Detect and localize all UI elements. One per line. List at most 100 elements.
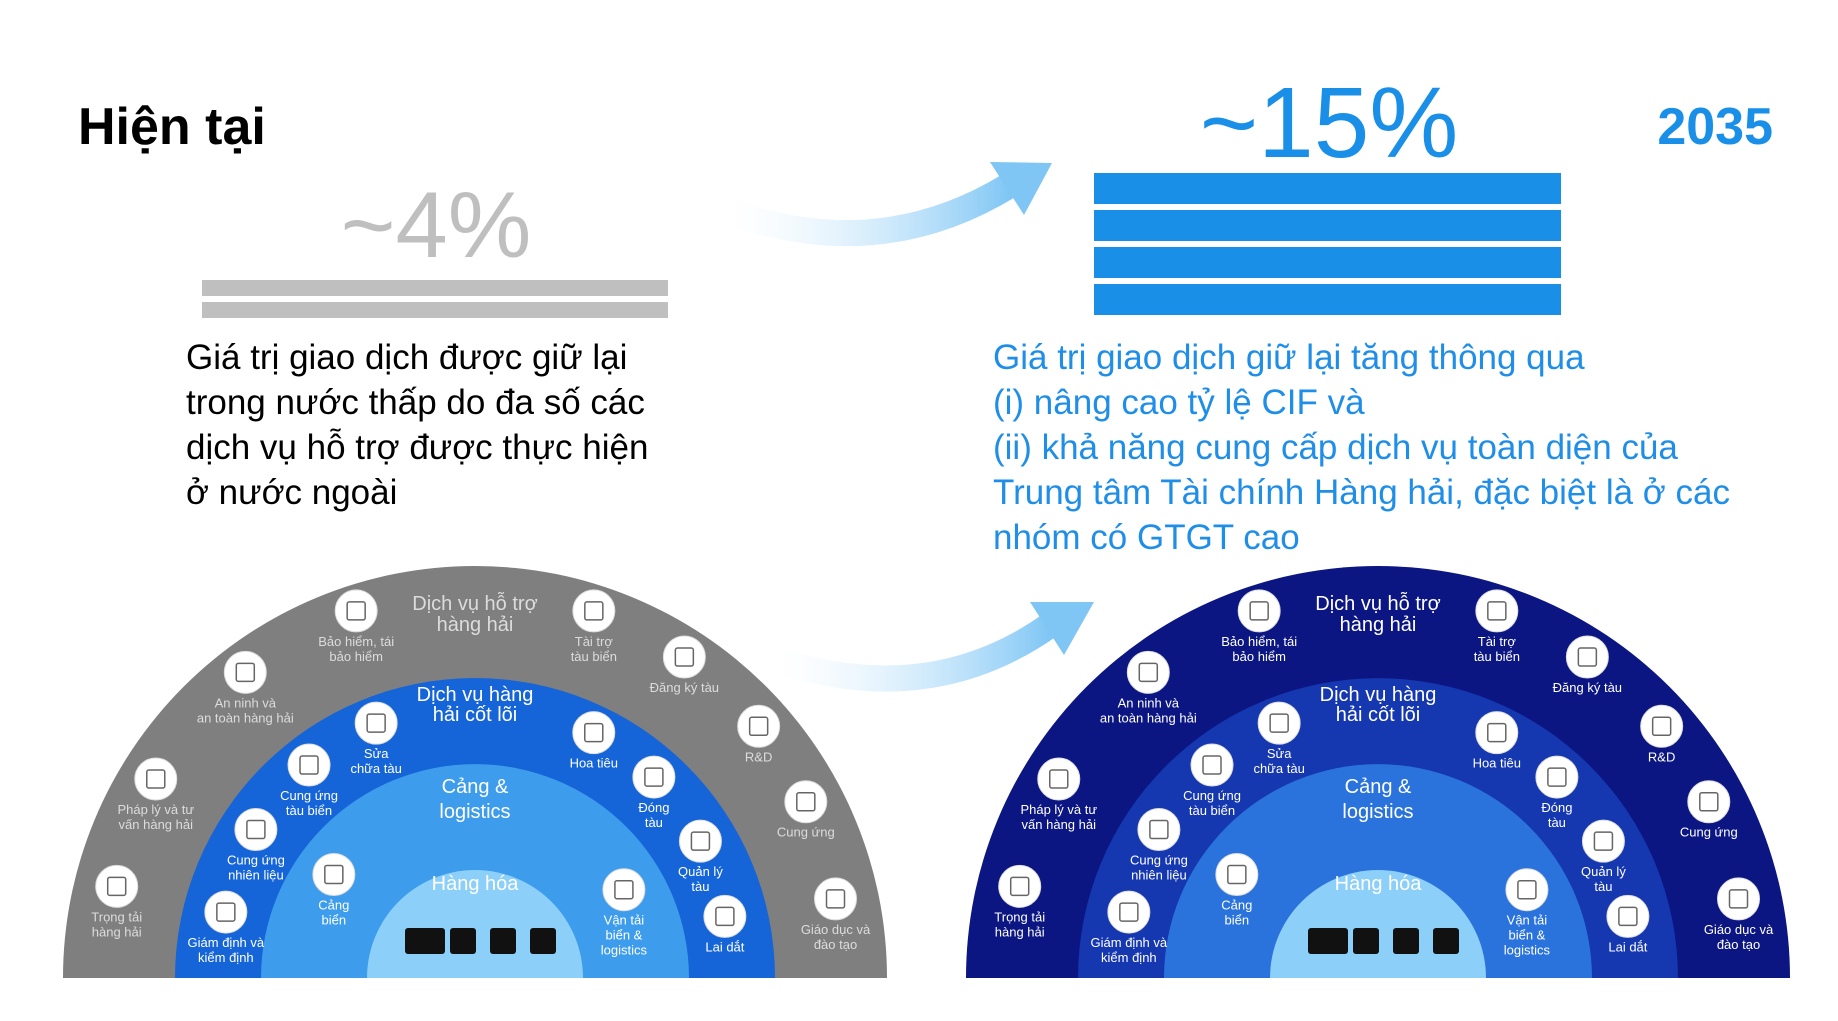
- cargo-icons: [405, 928, 556, 954]
- item-icon: [1581, 819, 1625, 863]
- item-icon-glyph: [1138, 662, 1159, 683]
- target-description: (i) nâng cao tỷ lệ CIF và: [993, 383, 1365, 422]
- item-label: vấn hàng hải: [119, 817, 194, 832]
- item-icon: [572, 589, 616, 633]
- item-icon: [1137, 808, 1181, 851]
- item-icon-glyph: [1618, 906, 1638, 927]
- item-icon: [678, 819, 722, 863]
- item-icon: [223, 650, 267, 694]
- item-label: Trọng tải: [994, 909, 1045, 924]
- cargo-icon: [530, 928, 556, 954]
- item-icon: [1257, 701, 1301, 745]
- item-label: R&D: [745, 749, 772, 764]
- item-icon-glyph: [1487, 601, 1507, 621]
- item-label: an toàn hàng hải: [197, 710, 294, 725]
- item-label: Cung ứng: [777, 825, 835, 840]
- item-label: đào tạo: [1717, 937, 1760, 952]
- item-icon: [204, 890, 248, 934]
- item-label: nhiên liệu: [228, 868, 284, 883]
- item-label: tàu biển: [1474, 649, 1520, 664]
- item-icon: [1237, 589, 1281, 633]
- item-label: Đóng: [1541, 800, 1572, 815]
- item-icon-glyph: [796, 791, 816, 812]
- item-label: tàu: [645, 815, 663, 830]
- item-label: tàu: [691, 879, 709, 894]
- item-icon: [134, 757, 178, 801]
- item-icon-glyph: [1119, 902, 1139, 922]
- item-label: Giáo dục và: [1704, 922, 1774, 937]
- item-label: An ninh và: [215, 695, 277, 710]
- ring-title: Dịch vụ hỗ trợ: [1315, 592, 1440, 615]
- item-icon: [1565, 635, 1609, 679]
- item-label: Quản lý: [1581, 864, 1626, 879]
- item-icon-glyph: [346, 601, 366, 621]
- current-description: Giá trị giao dịch được giữ lại: [186, 338, 627, 377]
- item-icon: [1640, 704, 1684, 748]
- item-label: biển: [322, 913, 347, 928]
- item-label: Trọng tải: [91, 909, 142, 924]
- share-bar: [1094, 173, 1561, 204]
- item-icon: [1535, 755, 1579, 799]
- item-label: kiểm định: [1101, 950, 1157, 965]
- item-label: bảo hiểm: [329, 649, 382, 664]
- item-label: Vận tải: [1507, 913, 1548, 928]
- item-label: logistics: [601, 943, 648, 958]
- current-title: Hiện tại: [78, 98, 266, 156]
- item-label: tàu biển: [1189, 803, 1235, 818]
- item-icon-glyph: [1269, 713, 1289, 733]
- arrow-head: [1030, 602, 1094, 655]
- ring-title: hàng hải: [1340, 614, 1417, 636]
- arrow-head: [990, 162, 1052, 215]
- item-icon-glyph: [825, 889, 846, 909]
- item-label: Tài trợ: [1478, 634, 1517, 649]
- item-icon-glyph: [1728, 889, 1749, 909]
- arrow: [772, 614, 1058, 692]
- paragraphs: Giá trị giao dịch được giữ lại trong nước…: [186, 338, 1730, 557]
- item-label: hàng hải: [995, 924, 1045, 939]
- item-icon-glyph: [584, 722, 604, 743]
- item-label: Sửa: [364, 746, 389, 761]
- ring-title: Cảng &: [1345, 776, 1412, 798]
- arrow: [725, 173, 1017, 247]
- item-label: Cung ứng: [227, 853, 285, 868]
- cargo-icon: [1353, 928, 1379, 954]
- item-icon: [662, 635, 706, 679]
- cargo-icon: [1393, 928, 1419, 954]
- ring-title: hải cốt lõi: [1336, 704, 1421, 726]
- ring-title: Cảng &: [442, 776, 509, 798]
- item-label: Bảo hiểm, tái: [1221, 634, 1297, 649]
- item-icon: [234, 808, 278, 851]
- item-icon-glyph: [614, 879, 634, 900]
- item-label: nhiên liệu: [1131, 868, 1187, 883]
- item-icon-glyph: [1547, 767, 1567, 787]
- item-icon: [784, 780, 828, 824]
- item-icon: [1037, 757, 1081, 801]
- item-label: chữa tàu: [1253, 761, 1304, 776]
- item-icon-glyph: [1227, 864, 1247, 885]
- share-bar: [202, 302, 668, 318]
- item-icon: [1687, 780, 1731, 824]
- share-bar: [1094, 284, 1561, 315]
- item-label: vấn hàng hải: [1022, 817, 1097, 832]
- current-description: trong nước thấp do đa số các: [186, 383, 645, 422]
- item-icon: [572, 711, 616, 755]
- item-icon: [1126, 650, 1170, 694]
- item-icon-glyph: [324, 864, 344, 885]
- current-description: ở nước ngoài: [186, 473, 397, 512]
- item-icon-glyph: [644, 767, 664, 787]
- item-icon-glyph: [106, 876, 127, 897]
- cargo-icons: [1308, 928, 1459, 954]
- item-icon-glyph: [1517, 879, 1537, 900]
- item-icon-glyph: [715, 906, 735, 927]
- item-icon-glyph: [584, 601, 604, 621]
- item-icon: [703, 894, 747, 938]
- item-icon-glyph: [146, 769, 166, 789]
- item-label: logistics: [1504, 943, 1551, 958]
- item-label: tàu: [1594, 879, 1612, 894]
- item-icon-glyph: [235, 662, 256, 683]
- ring-title: hàng hải: [437, 614, 514, 636]
- item-icon: [737, 704, 781, 748]
- item-label: tàu biển: [571, 649, 617, 664]
- item-icon-glyph: [1651, 716, 1672, 737]
